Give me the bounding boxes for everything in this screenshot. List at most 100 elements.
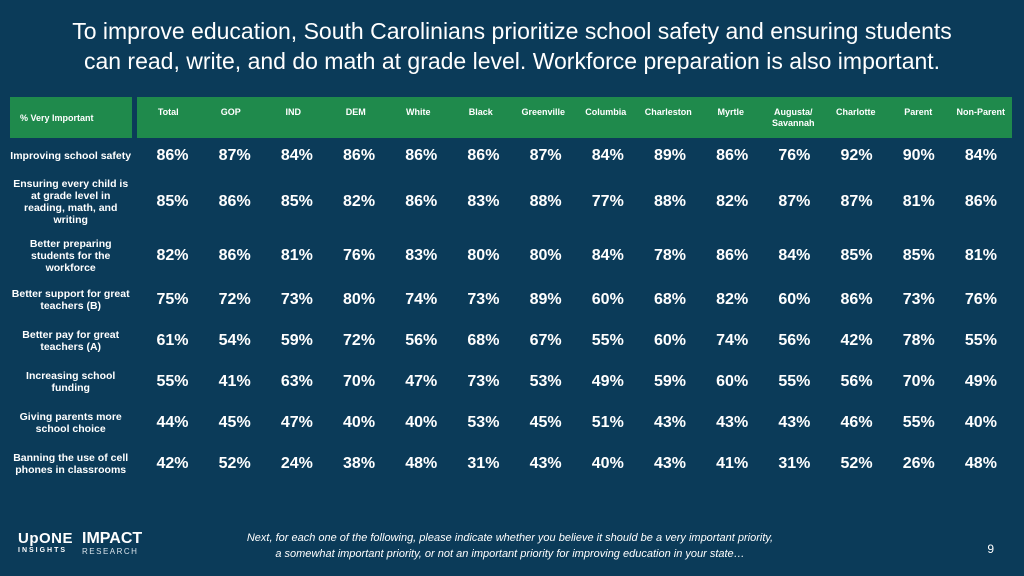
data-label: 53% [467, 414, 500, 431]
data-label: 83% [467, 193, 500, 210]
row-label: Ensuring every child is at grade level i… [13, 178, 129, 226]
row-label: Giving parents more school choice [19, 411, 122, 435]
data-label: 40% [405, 414, 438, 431]
slide-title: To improve education, South Carolinians … [20, 16, 1004, 76]
data-label: 80% [343, 291, 376, 308]
data-label: 84% [280, 146, 313, 164]
data-label: 84% [591, 146, 624, 164]
data-label: 53% [529, 373, 562, 390]
upone-insights-logo: UpONE INSIGHTS [18, 531, 73, 556]
data-label: 68% [653, 291, 686, 308]
data-label: 43% [653, 414, 686, 431]
data-label: 76% [343, 247, 376, 264]
header-separator [132, 97, 137, 138]
data-label: 87% [840, 193, 873, 210]
data-label: 68% [467, 332, 500, 349]
table-header: % Very Important Total GOP IND DEM White Blac… [10, 97, 1012, 138]
data-label: 82% [156, 247, 189, 264]
data-label: 55% [902, 414, 935, 431]
data-label: 54% [218, 332, 251, 349]
data-label: 86% [218, 247, 251, 264]
data-label: 77% [591, 193, 624, 210]
data-label: 55% [778, 373, 811, 390]
data-label: 88% [529, 193, 562, 210]
data-label: 60% [591, 291, 624, 308]
data-label: 43% [716, 414, 749, 431]
data-label: 88% [653, 193, 686, 210]
insights-logo-text: INSIGHTS [18, 547, 68, 554]
data-label: 80% [467, 247, 500, 264]
data-label: 42% [840, 332, 873, 349]
data-label: 70% [343, 373, 376, 390]
data-label: 59% [280, 332, 313, 349]
data-label: 85% [280, 193, 313, 210]
data-label: 55% [156, 373, 189, 390]
table-row: Banning the use of cell phones in classr… [10, 445, 1012, 483]
column-header: IND [285, 106, 302, 117]
row-label: Banning the use of cell phones in classr… [13, 452, 129, 476]
data-label: 76% [778, 146, 811, 164]
row-label: Improving school safety [10, 149, 132, 162]
data-label: 47% [405, 373, 438, 390]
data-label: 87% [778, 193, 811, 210]
table-row: Better preparing students for the workfo… [10, 231, 1012, 281]
data-label: 81% [902, 193, 935, 210]
data-label: 86% [218, 193, 251, 210]
data-label: 82% [716, 291, 749, 308]
row-label: Better pay for great teachers (A) [22, 329, 120, 353]
data-label: 73% [467, 373, 500, 390]
data-label: 83% [405, 247, 438, 264]
row-label: Increasing school funding [26, 370, 116, 394]
data-label: 86% [405, 193, 438, 210]
data-label: 44% [156, 414, 189, 431]
table-row: Better support for great teachers (B) 75%… [10, 281, 1012, 319]
data-label: 89% [529, 291, 562, 308]
data-label: 52% [218, 455, 251, 472]
data-label: 48% [405, 455, 438, 472]
data-label: 78% [902, 332, 935, 349]
data-label: 70% [902, 373, 935, 390]
data-label: 59% [653, 373, 686, 390]
data-label: 73% [902, 291, 935, 308]
data-label: 85% [840, 247, 873, 264]
data-label: 63% [280, 373, 313, 390]
data-label: 46% [840, 414, 873, 431]
data-label: 40% [591, 455, 624, 472]
column-header: Black [468, 106, 493, 117]
column-header: White [406, 106, 431, 117]
column-header: GOP [220, 106, 241, 117]
data-label: 42% [156, 455, 189, 472]
question-footnote: Next, for each one of the following, ple… [200, 530, 820, 562]
data-label: 60% [653, 332, 686, 349]
data-label: 72% [343, 332, 376, 349]
priority-table: % Very Important Total GOP IND DEM White Blac… [10, 97, 1012, 483]
data-label: 84% [591, 247, 624, 264]
data-label: 78% [653, 247, 686, 264]
data-label: 60% [716, 373, 749, 390]
data-label: 86% [405, 146, 438, 164]
data-label: 86% [343, 146, 376, 164]
table-row: Increasing school funding 55% 41% 63% 70% 47%… [10, 363, 1012, 401]
data-label: 49% [964, 373, 997, 390]
data-label: 86% [840, 291, 873, 308]
data-label: 31% [778, 455, 811, 472]
data-label: 56% [840, 373, 873, 390]
page-number: 9 [987, 542, 994, 556]
data-label: 74% [716, 332, 749, 349]
data-label: 84% [964, 146, 997, 164]
data-label: 84% [778, 247, 811, 264]
upone-logo-text: UpONE [18, 530, 73, 547]
data-label: 31% [467, 455, 500, 472]
data-label: 89% [653, 146, 686, 164]
data-label: 49% [591, 373, 624, 390]
data-label: 52% [840, 455, 873, 472]
data-label: 24% [280, 455, 313, 472]
data-label: 43% [653, 455, 686, 472]
data-label: 86% [156, 146, 189, 164]
data-label: 48% [964, 455, 997, 472]
data-label: 40% [343, 414, 376, 431]
corner-label: % Very Important [20, 112, 94, 123]
data-label: 81% [280, 247, 313, 264]
data-label: 43% [778, 414, 811, 431]
data-label: 56% [778, 332, 811, 349]
